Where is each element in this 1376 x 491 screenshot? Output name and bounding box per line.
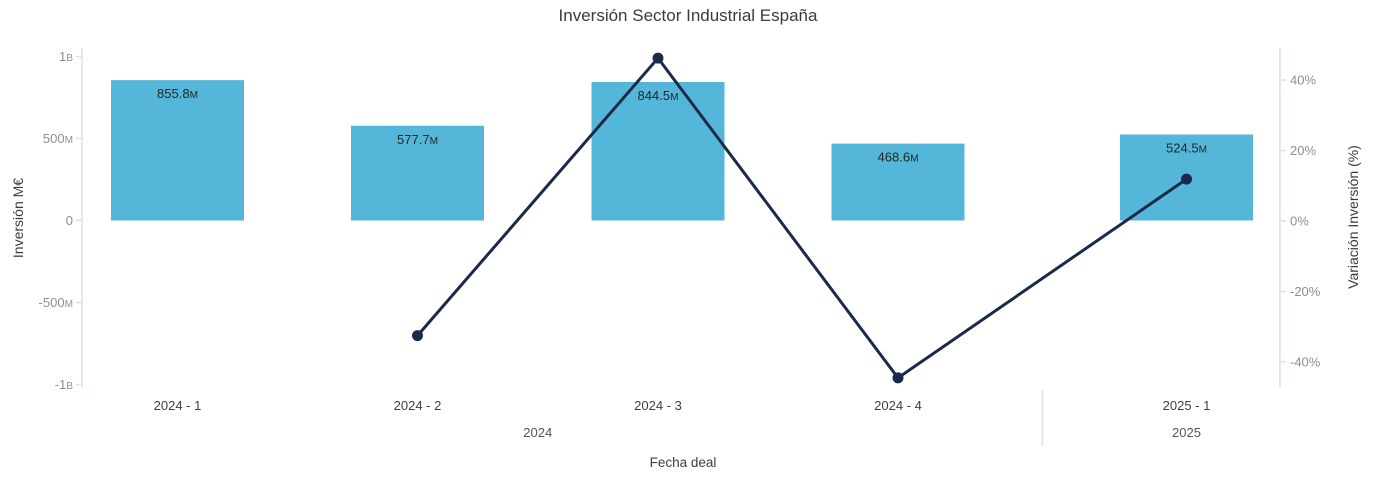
bar-value-label: 577.7M bbox=[397, 132, 438, 147]
y-axis-right-title: Variación Inversión (%) bbox=[1345, 145, 1361, 289]
y-left-tick-label: 500M bbox=[43, 131, 73, 146]
line-point[interactable] bbox=[892, 372, 904, 384]
y-right-tick-label: -20% bbox=[1290, 284, 1321, 299]
x-tick-label: 2024 - 4 bbox=[874, 398, 922, 413]
bar-value-label: 855.8M bbox=[157, 86, 198, 101]
y-right-tick-label: 20% bbox=[1290, 143, 1316, 158]
x-tick-label: 2024 - 1 bbox=[154, 398, 202, 413]
y-right-tick-label: 40% bbox=[1290, 73, 1316, 88]
x-tick-label: 2025 - 1 bbox=[1163, 398, 1211, 413]
bar[interactable] bbox=[591, 82, 725, 221]
y-left-tick-label: -1B bbox=[55, 377, 74, 392]
bar[interactable] bbox=[351, 125, 484, 221]
bar[interactable] bbox=[111, 80, 244, 221]
x-group-label: 2025 bbox=[1172, 425, 1201, 440]
chart-title: Inversión Sector Industrial España bbox=[558, 6, 818, 25]
bar[interactable] bbox=[831, 143, 965, 221]
line-point[interactable] bbox=[1181, 173, 1192, 185]
bar-value-label: 844.5M bbox=[638, 88, 679, 103]
y-left-tick-label: 1B bbox=[59, 49, 73, 64]
variation-line bbox=[416, 56, 1188, 380]
y-right-tick-label: -40% bbox=[1290, 355, 1321, 370]
x-axis-title: Fecha deal bbox=[649, 455, 717, 470]
line-point[interactable] bbox=[652, 52, 664, 64]
line-point[interactable] bbox=[412, 330, 423, 342]
x-group-label: 2024 bbox=[523, 425, 552, 440]
x-tick-label: 2024 - 2 bbox=[394, 398, 442, 413]
bar-value-label: 468.6M bbox=[878, 150, 919, 165]
bar-value-label: 524.5M bbox=[1166, 140, 1207, 155]
x-tick-label: 2024 - 3 bbox=[634, 398, 682, 413]
y-left-tick-label: 0 bbox=[66, 213, 73, 228]
y-axis-left-title: Inversión M€ bbox=[10, 177, 26, 259]
y-left-tick-label: -500M bbox=[39, 295, 73, 310]
y-right-tick-label: 0% bbox=[1290, 214, 1309, 229]
